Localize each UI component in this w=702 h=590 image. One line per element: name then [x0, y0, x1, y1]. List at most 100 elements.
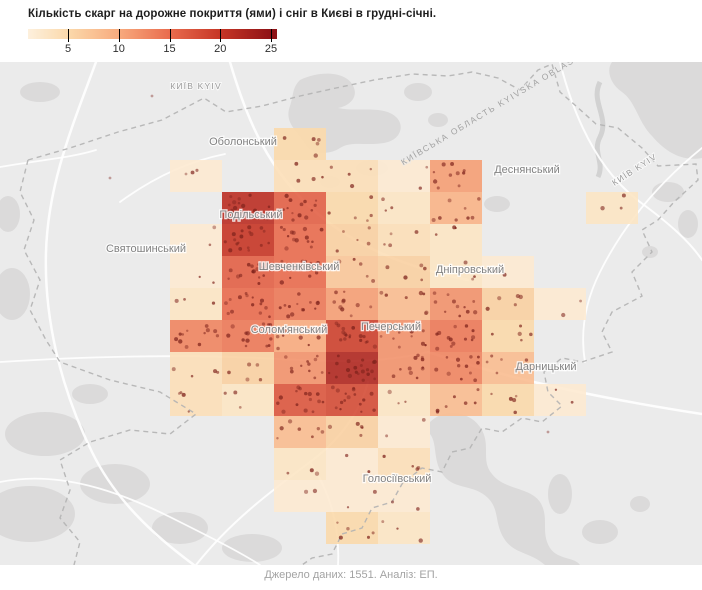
complaint-dot [150, 94, 154, 98]
complaint-dot [339, 338, 343, 342]
complaint-dot [514, 394, 518, 398]
complaint-dot [241, 203, 246, 209]
complaint-dot [471, 329, 475, 333]
heatmap-cell [274, 448, 326, 480]
map-canvas: КИЇВ KYIV КИЇВСЬКА ОБЛАСТЬ KYIVSKA OBLAST… [0, 51, 702, 567]
complaint-dot [215, 334, 220, 338]
complaint-dot [458, 314, 462, 318]
legend-tick-value: 15 [163, 43, 176, 55]
complaint-dot [335, 249, 339, 253]
complaint-dot [311, 410, 315, 414]
kyiv-map: КИЇВ KYIV КИЇВСЬКА ОБЛАСТЬ KYIVSKA OBLAST… [0, 51, 702, 567]
complaint-dot [297, 427, 302, 431]
complaint-dot [450, 162, 455, 166]
complaint-dot [282, 330, 285, 334]
complaint-dot [330, 385, 335, 390]
complaint-dot [244, 344, 248, 348]
district-label: Солом'янський [251, 324, 328, 336]
complaint-dot [334, 375, 338, 379]
complaint-dot [452, 395, 456, 399]
complaint-dot [289, 276, 292, 280]
complaint-dot [262, 274, 265, 277]
complaint-dot [446, 371, 451, 376]
complaint-dot [255, 363, 260, 367]
district-label: Шевченківський [259, 261, 340, 273]
heatmap-cell [430, 288, 482, 320]
complaint-dot [306, 360, 309, 363]
complaint-dot [240, 210, 245, 215]
complaint-dot [339, 407, 342, 411]
complaint-dot [309, 328, 312, 332]
complaint-dot [414, 230, 419, 234]
complaint-dot [360, 369, 365, 374]
complaint-dot [227, 203, 231, 207]
legend-tick-mark [169, 29, 171, 42]
complaint-dot [451, 341, 456, 346]
complaint-dot [171, 367, 176, 372]
complaint-dot [476, 388, 480, 392]
complaint-dot [261, 265, 266, 270]
complaint-dot [241, 338, 245, 342]
complaint-dot [351, 326, 356, 330]
complaint-dot [354, 370, 358, 374]
complaint-dot [370, 369, 374, 374]
heatmap-cell [170, 352, 222, 384]
complaint-dot [372, 489, 377, 494]
complaint-dot [309, 245, 313, 249]
heatmap-cell [326, 448, 378, 480]
heatmap-cell [170, 224, 222, 256]
complaint-dot [308, 397, 313, 402]
chart-title: Кількість скарг на дорожне покриття (ями… [28, 8, 437, 20]
complaint-dot [282, 265, 286, 269]
complaint-dot [464, 324, 469, 328]
complaint-dot [384, 293, 388, 297]
complaint-dot [226, 311, 230, 316]
complaint-dot [336, 259, 342, 264]
complaint-dot [316, 335, 321, 340]
heatmap-cell [222, 384, 274, 416]
legend-tick-mark [220, 29, 222, 42]
legend-tick-value: 10 [112, 43, 125, 55]
complaint-dot [244, 292, 248, 295]
complaint-dot [261, 322, 266, 326]
complaint-dot [465, 309, 470, 314]
complaint-dot [294, 161, 299, 166]
complaint-dot [366, 219, 369, 222]
complaint-dot [459, 377, 463, 381]
complaint-dot [296, 385, 301, 390]
legend-tick-mark [68, 29, 69, 42]
heatmap-cell [378, 192, 430, 224]
complaint-dot [382, 454, 386, 458]
complaint-dot [436, 186, 440, 190]
complaint-dot [248, 193, 252, 197]
complaint-dot [178, 339, 183, 344]
heatmap-cell [274, 160, 326, 192]
complaint-dot [371, 360, 376, 364]
complaint-dot [391, 374, 396, 379]
complaint-dot [238, 215, 242, 219]
complaint-dot [278, 306, 282, 310]
complaint-dot [174, 298, 179, 303]
complaint-dot [355, 421, 360, 426]
complaint-dot [463, 207, 467, 210]
complaint-dot [346, 527, 350, 531]
complaint-dot [249, 232, 254, 237]
complaint-dot [287, 266, 291, 270]
complaint-dot [446, 335, 451, 340]
complaint-dot [421, 417, 426, 422]
complaint-dot [512, 398, 517, 403]
complaint-dot [353, 365, 358, 370]
complaint-dot [289, 312, 295, 317]
complaint-dot [468, 371, 472, 375]
complaint-dot [408, 370, 413, 376]
complaint-dot [309, 261, 312, 265]
complaint-dot [413, 355, 418, 360]
complaint-dot [334, 321, 339, 326]
complaint-dot [418, 538, 423, 543]
complaint-dot [259, 302, 263, 306]
complaint-dot [266, 217, 269, 221]
complaint-dot [291, 211, 294, 215]
complaint-dot [352, 257, 356, 261]
complaint-dot [313, 153, 318, 158]
